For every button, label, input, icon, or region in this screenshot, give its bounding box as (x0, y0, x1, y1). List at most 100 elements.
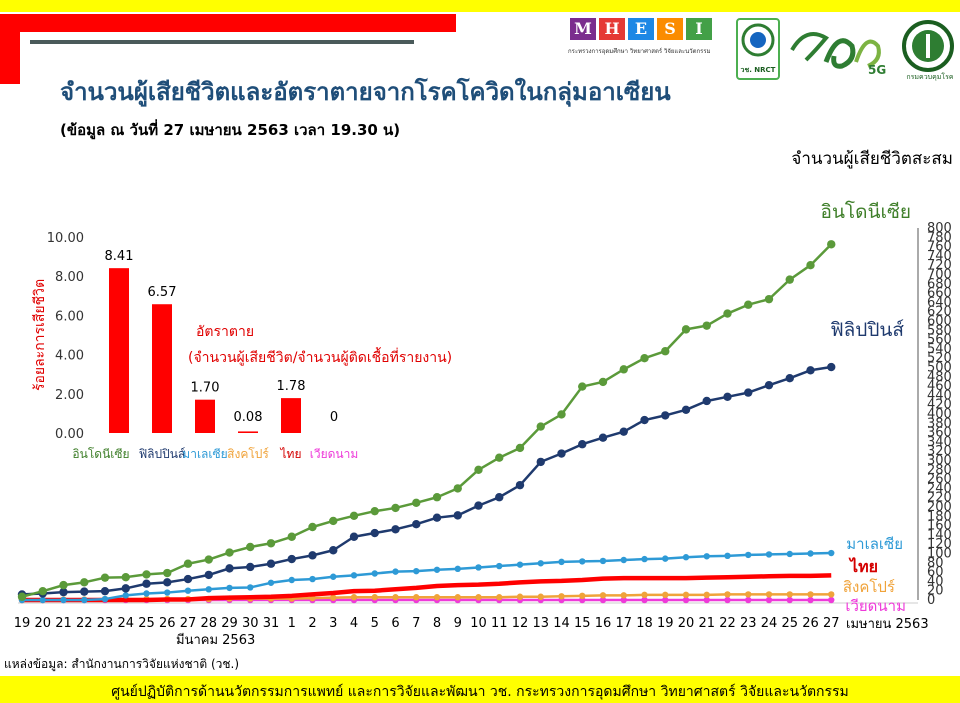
data-point (330, 594, 337, 601)
data-point (474, 465, 483, 474)
data-point (598, 377, 608, 387)
data-point (745, 551, 752, 559)
data-point (806, 366, 815, 375)
x-tick-label: 15 (574, 616, 591, 631)
bar-value-label: 8.41 (105, 249, 134, 264)
data-point (558, 558, 565, 566)
data-point (724, 596, 731, 604)
data-point (515, 480, 525, 490)
dmsc-emblem-icon (902, 20, 954, 72)
bar-annotation-detail: (จำนวนผู้เสียชีวิต/จำนวนผู้ติดเชื้อที่รา… (188, 347, 452, 366)
data-point (143, 590, 150, 597)
data-point (620, 556, 627, 564)
data-point (59, 580, 68, 590)
bar-y-axis-label: ร้อยละการเสียชีวิต (32, 279, 48, 391)
y-tick-label: 560 (927, 333, 952, 348)
mhesi-letter: S (657, 18, 683, 40)
data-point (432, 513, 442, 522)
x-tick-label: 6 (391, 616, 399, 631)
data-point (536, 422, 545, 431)
y-tick-label: 240 (927, 481, 952, 496)
top-red-bar (0, 14, 456, 32)
data-point (247, 584, 254, 591)
title-underline (30, 40, 414, 44)
data-point (204, 555, 213, 564)
data-point (641, 596, 648, 604)
data-point (682, 554, 690, 561)
bar-y-tick-label: 4.00 (55, 349, 84, 364)
data-point (515, 443, 525, 453)
death-rate-bar-chart: 0.00 2.00 4.00 6.00 8.00 10.00 ร้อยละการเสียชี… (32, 231, 452, 461)
data-point (121, 573, 130, 582)
bar-category-label: ฟิลิปปินส์ (139, 447, 186, 461)
x-tick-label: 4 (350, 616, 358, 631)
x-tick-label: 8 (433, 616, 441, 631)
x-tick-label: 30 (242, 616, 259, 631)
mhesi-caption: กระทรวงการอุดมศึกษา วิทยาศาสตร์ วิจัยและ… (568, 48, 711, 55)
data-point (330, 573, 337, 580)
x-tick-label: 31 (263, 616, 280, 631)
y-tick-label: 200 (927, 500, 952, 515)
data-point (579, 592, 586, 600)
x-tick-label: 29 (221, 616, 238, 631)
data-point (453, 484, 462, 493)
y-tick-label: 380 (927, 416, 952, 431)
y-tick-label: 620 (927, 305, 952, 320)
bar-value-label: 1.70 (191, 381, 220, 396)
data-point (744, 388, 753, 397)
y-tick-label: 260 (927, 472, 952, 487)
x-tick-label: 13 (532, 616, 549, 631)
bar-category-label: สิงคโปร์ (227, 447, 269, 461)
page-title: จำนวนผู้เสียชีวิตและอัตราตายจากโรคโควิดใ… (60, 78, 671, 106)
bar-value-label: 0.08 (234, 410, 263, 425)
data-point (620, 592, 627, 599)
data-point (80, 578, 89, 587)
anniv-label: 5G (868, 63, 886, 76)
x-tick-label: 17 (615, 616, 632, 631)
nrct-emblem-icon (741, 23, 775, 57)
series-line (22, 551, 832, 602)
x-tick-label: 10 (470, 616, 487, 631)
bar-y-tick-label: 10.00 (47, 231, 84, 246)
series-line (21, 365, 832, 596)
y-tick-label: 580 (927, 323, 952, 338)
bar-y-tick-label: 8.00 (55, 270, 84, 285)
y-tick-label: 460 (927, 379, 952, 394)
data-point (745, 596, 752, 604)
y-tick-label: 520 (927, 351, 952, 366)
data-point (807, 550, 814, 557)
y-tick-label: 780 (927, 230, 952, 245)
data-point (349, 511, 359, 521)
x-tick-label: 26 (802, 616, 819, 631)
data-point (807, 591, 814, 598)
y-tick-label: 680 (927, 277, 952, 292)
x-tick-label: 23 (97, 616, 114, 631)
series-end-label: เวียดนาม (845, 597, 906, 615)
data-point (287, 532, 296, 541)
bar-category-label: มาเลเซีย (182, 447, 227, 461)
data-point (288, 576, 295, 584)
data-point (100, 573, 110, 582)
data-point (121, 584, 130, 593)
y-tick-label: 720 (927, 258, 952, 273)
data-point (827, 362, 836, 372)
y-tick-label: 540 (927, 342, 952, 357)
x-tick-label: 22 (719, 616, 736, 631)
data-point (724, 591, 731, 598)
data-point (80, 587, 89, 596)
x-tick-label: 11 (491, 616, 508, 631)
y-tick-label: 320 (927, 444, 952, 459)
y-tick-label: 700 (927, 268, 952, 283)
data-point (578, 440, 587, 449)
data-point (620, 596, 627, 604)
data-point (370, 528, 379, 538)
data-point (246, 542, 255, 552)
x-group-label-april: เมษายน 2563 (846, 617, 929, 632)
y-tick-label: 760 (927, 240, 952, 255)
data-point (309, 575, 316, 583)
data-point (806, 261, 815, 270)
data-point (764, 380, 774, 390)
data-point (828, 596, 835, 604)
data-point (662, 596, 669, 604)
